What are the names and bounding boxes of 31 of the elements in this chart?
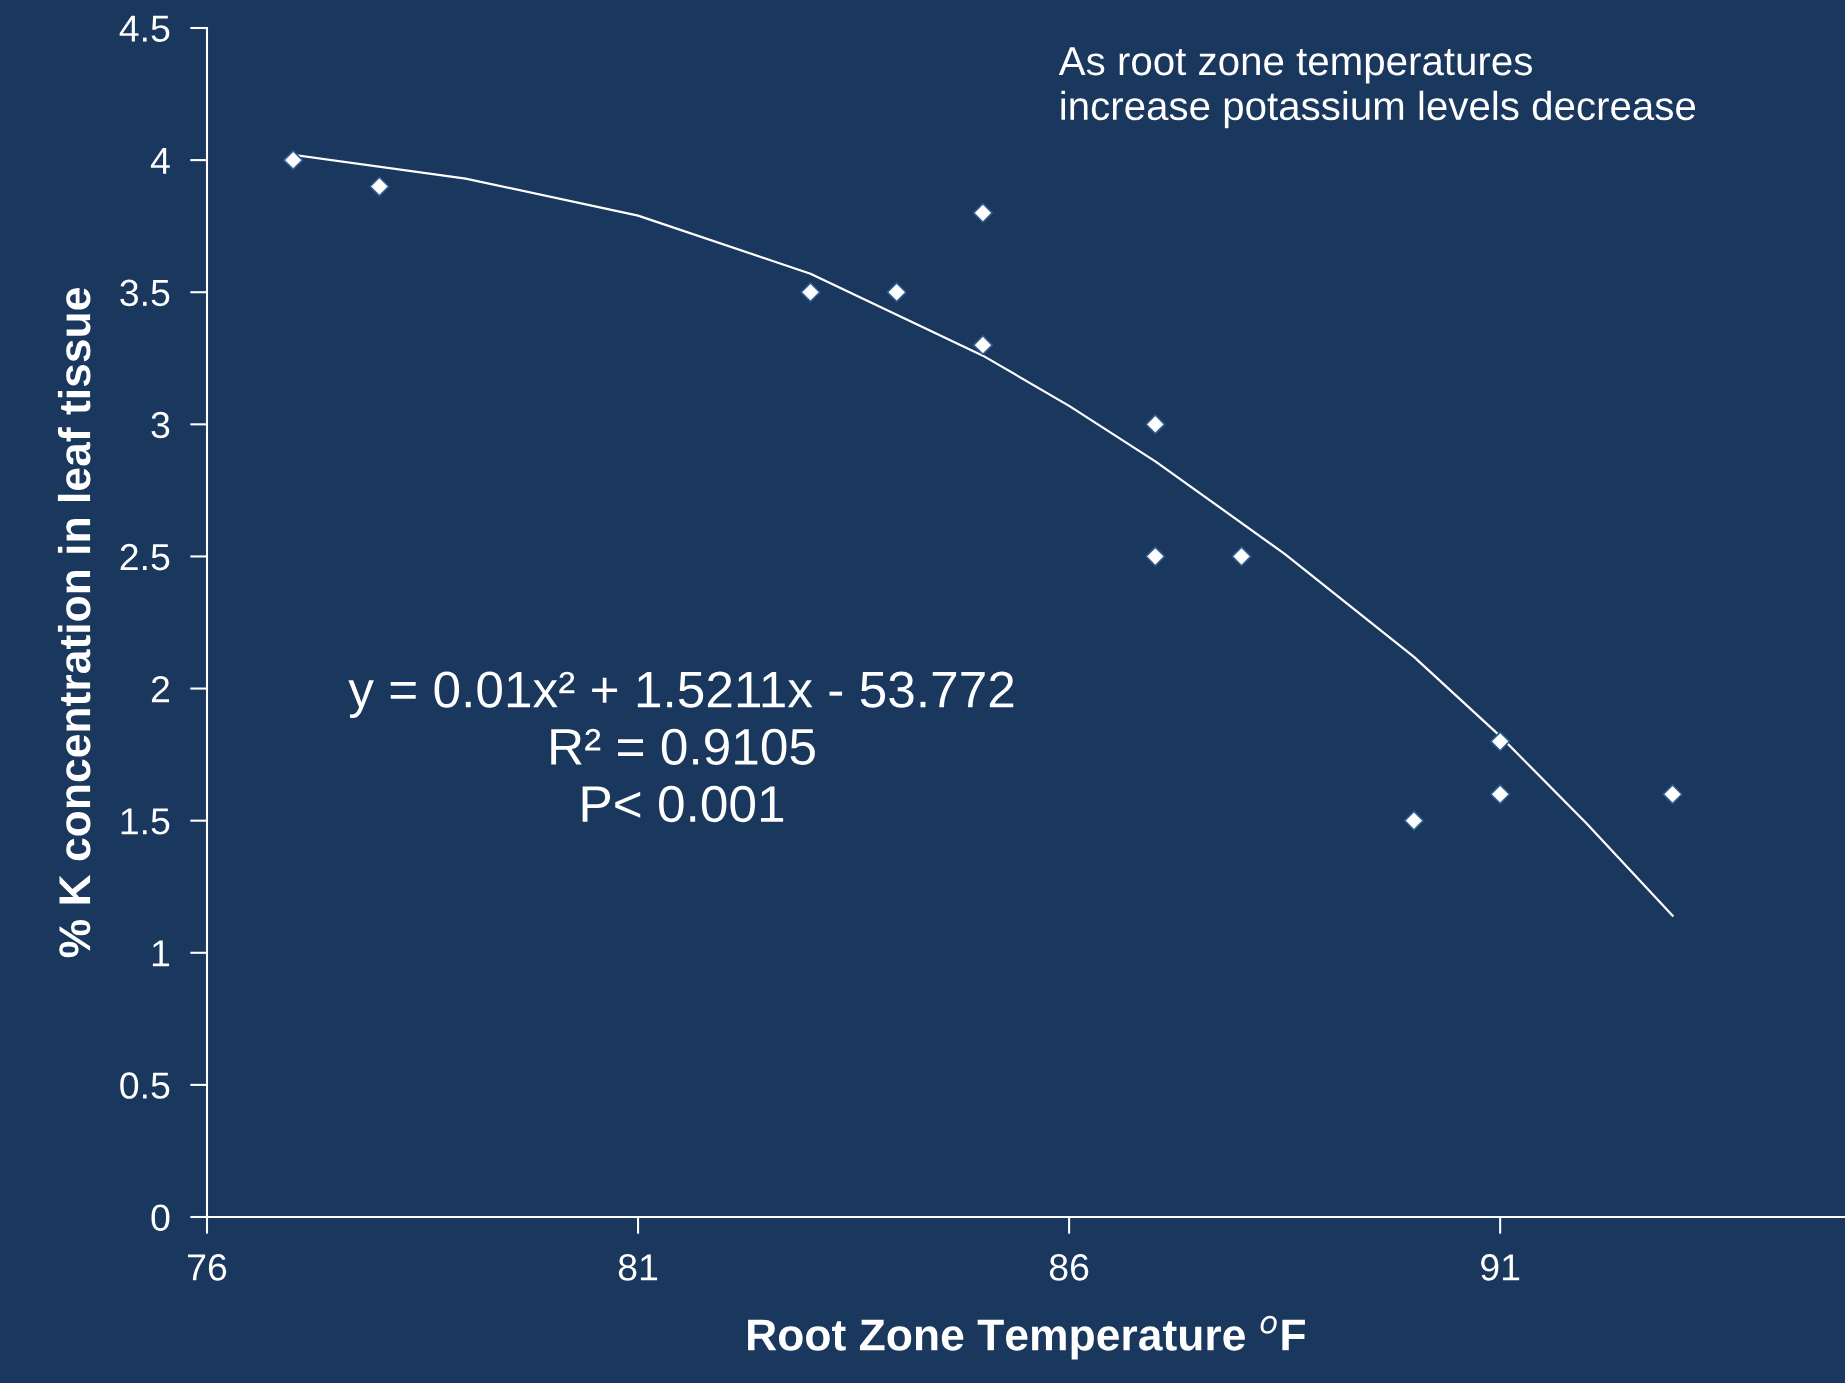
y-tick-label: 0.5: [120, 1072, 170, 1099]
annotation: y = 0.01x² + 1.5211x - 53.772 R² = 0.9105 P< 0.001: [348, 671, 1014, 823]
y-tick-label: 2: [151, 675, 170, 703]
point: [1490, 784, 1511, 805]
point: [1145, 546, 1166, 567]
y-axis-title: % K concentration in leaf tissue: [57, 288, 91, 958]
y-tick-label: 2.5: [120, 543, 170, 571]
y-tick-label: 1: [152, 940, 170, 967]
point: [1490, 731, 1511, 752]
y-tick-label: 1.5: [121, 808, 170, 835]
point: [972, 202, 994, 224]
y-tick-label: 4.5: [119, 15, 170, 42]
point: [800, 282, 821, 303]
point: [283, 149, 304, 171]
point: [886, 282, 907, 303]
point: [369, 176, 390, 197]
x-axis-title: Root Zone Temperature $^{o}$F: [748, 1315, 1305, 1360]
y-tick-label: 0: [151, 1204, 170, 1231]
y-tick-label: 4: [150, 147, 170, 174]
point: [1145, 414, 1166, 435]
annotation: As root zone temperatures increase potassium levels decrease: [1058, 47, 1696, 129]
point: [972, 334, 994, 356]
point: [1662, 784, 1683, 805]
y-tick-label: 3.5: [120, 279, 170, 307]
y-tick-label: 3: [151, 411, 170, 439]
x-tick-label: 86: [1049, 1254, 1089, 1281]
point: [1403, 810, 1425, 831]
x-tick-label: 91: [1481, 1254, 1520, 1281]
point: [1231, 546, 1252, 567]
x-tick-label: 76: [188, 1254, 227, 1281]
x-tick-label: 81: [618, 1254, 658, 1281]
